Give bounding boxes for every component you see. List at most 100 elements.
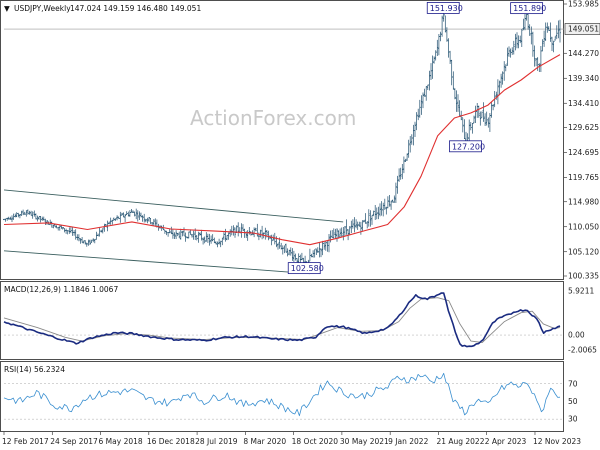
- price-bar: [559, 19, 561, 43]
- price-bar: [254, 227, 257, 232]
- price-bar: [6, 217, 9, 221]
- price-bar: [181, 230, 184, 237]
- price-bar: [436, 39, 439, 56]
- price-bar: [457, 94, 459, 112]
- price-bar: [210, 235, 213, 244]
- price-bar: [514, 33, 517, 51]
- price-bar: [422, 92, 424, 109]
- price-bar: [504, 64, 507, 72]
- rsi-layer: [3, 372, 564, 420]
- price-bar: [227, 232, 230, 240]
- price-bar: [402, 156, 405, 174]
- price-bar: [522, 18, 525, 31]
- price-bar: [208, 233, 211, 246]
- price-bar: [345, 219, 348, 235]
- price-bar: [135, 208, 138, 220]
- price-bar: [264, 227, 267, 240]
- price-bar: [409, 136, 412, 153]
- price-bar: [267, 230, 270, 241]
- price-axis-label: 144.270: [568, 49, 599, 58]
- price-bar: [433, 56, 436, 64]
- price-axis-label: 129.625: [568, 123, 599, 132]
- price-bar: [253, 227, 256, 238]
- price-axis-label: 100.335: [568, 272, 599, 281]
- price-bar: [197, 231, 200, 243]
- price-bar: [191, 234, 193, 238]
- price-bar: [320, 248, 322, 258]
- price-bar: [224, 228, 227, 242]
- price-bar: [501, 71, 504, 85]
- price-axis-label: 114.980: [568, 197, 599, 206]
- price-bar: [434, 50, 437, 61]
- price-bar: [200, 229, 203, 241]
- price-bar: [170, 226, 173, 235]
- price-bar: [520, 29, 523, 47]
- price-bar: [543, 30, 546, 47]
- price-bar: [324, 241, 327, 251]
- price-bar: [213, 237, 216, 244]
- time-axis-label: 6 May 2018: [99, 437, 143, 446]
- price-bar: [52, 224, 55, 229]
- macd-line: [3, 292, 561, 348]
- price-bar: [445, 27, 448, 42]
- price-bar: [199, 232, 201, 236]
- price-bar: [74, 229, 77, 240]
- price-bar: [42, 216, 45, 221]
- price-bar: [300, 252, 303, 261]
- price-bar: [77, 234, 80, 242]
- time-axis-label: 12 Nov 2023: [533, 437, 581, 446]
- price-bar: [103, 223, 106, 232]
- price-bar: [203, 236, 206, 244]
- price-axis-label: 153.985: [568, 0, 599, 9]
- price-bar: [375, 207, 378, 220]
- price-bar: [554, 36, 557, 41]
- price-bar: [152, 219, 155, 226]
- price-bar: [226, 235, 228, 241]
- price-bar: [423, 88, 426, 97]
- price-bar: [144, 218, 147, 223]
- price-bar: [61, 227, 64, 230]
- macd-title: MACD(12,26,9) 1.1846 1.0067: [4, 285, 118, 294]
- price-bar: [417, 108, 420, 121]
- price-axis-label: 124.695: [568, 148, 599, 157]
- price-bar: [519, 35, 522, 44]
- price-bar: [138, 211, 141, 220]
- price-bar: [283, 245, 286, 254]
- price-bar: [202, 237, 205, 245]
- price-bar: [371, 215, 373, 225]
- price-bar: [23, 211, 26, 215]
- price-bar: [367, 209, 370, 227]
- price-bar: [480, 111, 483, 118]
- price-bar: [122, 212, 125, 218]
- price-bar: [175, 230, 178, 239]
- price-bar: [285, 243, 287, 253]
- price-bar: [216, 241, 219, 248]
- price-bar: [120, 212, 123, 216]
- time-axis-label: 9 Jan 2022: [388, 437, 428, 446]
- price-bar: [116, 215, 119, 221]
- price-bar: [84, 240, 87, 245]
- price-bar: [399, 167, 402, 180]
- price-bar: [163, 229, 166, 234]
- price-bar: [356, 221, 359, 230]
- price-bar: [377, 206, 380, 220]
- last-price-tag: [564, 23, 600, 35]
- price-bar: [528, 24, 531, 36]
- price-bar: [184, 232, 187, 242]
- price-bar: [205, 232, 208, 242]
- price-bar: [503, 61, 506, 81]
- price-bar: [25, 210, 28, 217]
- price-bar: [34, 213, 37, 220]
- price-bar: [339, 228, 342, 237]
- price-bar: [398, 168, 401, 182]
- price-bar: [420, 95, 423, 115]
- dropdown-arrow-icon[interactable]: ▼: [4, 4, 10, 13]
- price-annotation-box: [287, 262, 321, 275]
- price-bar: [386, 196, 389, 209]
- price-bar: [192, 230, 195, 240]
- price-bar: [343, 226, 346, 237]
- price-bar: [359, 221, 362, 235]
- price-bar: [87, 239, 90, 246]
- price-axis-label: 139.340: [568, 74, 599, 83]
- price-bar: [541, 39, 544, 52]
